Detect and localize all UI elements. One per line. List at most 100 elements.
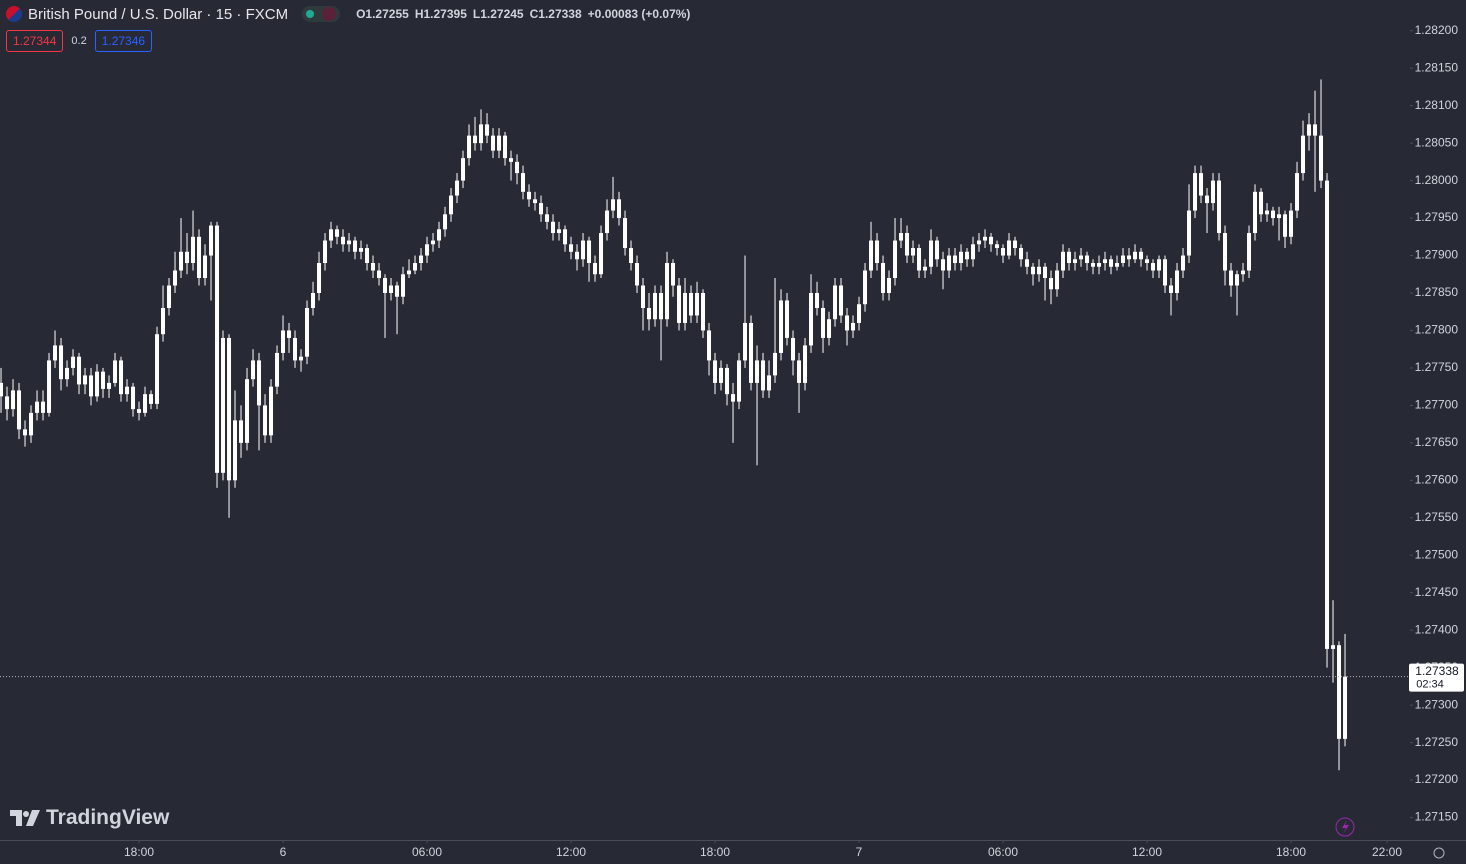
candle-body <box>839 285 844 316</box>
candle-body <box>791 337 796 361</box>
candle-body <box>905 233 910 256</box>
candle-body <box>401 274 406 297</box>
logo-mark <box>10 810 40 826</box>
candle-body <box>1313 124 1318 136</box>
candle-body <box>83 375 88 385</box>
candle-body <box>521 173 526 192</box>
candle-body <box>935 240 940 260</box>
y-tick-label: 1.27800 <box>1415 323 1459 337</box>
candle-body <box>449 195 454 215</box>
candle-body <box>1229 270 1234 286</box>
candle-body <box>971 244 976 260</box>
candle-body <box>611 199 616 211</box>
candle-body <box>815 292 820 308</box>
candle-body <box>353 240 358 252</box>
candle-body <box>347 240 352 245</box>
candle-body <box>1121 255 1126 264</box>
candle-body <box>563 229 568 245</box>
candle-body <box>977 240 982 245</box>
candle-body <box>1235 274 1240 286</box>
candle-body <box>1295 173 1300 211</box>
candle-body <box>797 360 802 383</box>
candle-body <box>575 251 580 260</box>
candle-body <box>773 352 778 376</box>
candle-body <box>35 401 40 413</box>
candle-body <box>197 236 202 279</box>
alert-icon[interactable] <box>1335 817 1355 837</box>
settings-icon[interactable] <box>1433 847 1445 859</box>
candle-body <box>881 263 886 293</box>
x-tick-label: 06:00 <box>988 845 1018 859</box>
candle-body <box>293 337 298 361</box>
candle-body <box>143 394 148 413</box>
candle-body <box>437 229 442 241</box>
symbol-title[interactable]: British Pound / U.S. Dollar · 15 · FXCM <box>28 5 289 23</box>
candle-body <box>1061 251 1066 271</box>
candle-body <box>1103 259 1108 264</box>
candle-body <box>647 307 652 320</box>
y-tick-label: 1.27450 <box>1415 585 1459 599</box>
market-status[interactable] <box>302 6 341 22</box>
candle-body <box>1271 210 1276 219</box>
y-tick-label: 1.27300 <box>1415 697 1459 711</box>
candle-body <box>239 420 244 443</box>
candle-body <box>557 229 562 234</box>
candle-body <box>1157 259 1162 271</box>
candle-body <box>695 292 700 316</box>
candle-body <box>1253 191 1258 234</box>
candles <box>0 79 1348 771</box>
candle-body <box>719 367 724 383</box>
candle-body <box>461 158 466 181</box>
sell-price[interactable]: 1.27344 <box>6 30 64 52</box>
candle-body <box>527 191 532 200</box>
candle-body <box>47 360 52 413</box>
candle-body <box>263 405 268 436</box>
logo[interactable]: TradingView <box>10 806 169 830</box>
candle-body <box>479 124 484 144</box>
ohlc-key: H <box>414 7 424 21</box>
y-tick-label: 1.27500 <box>1415 547 1459 561</box>
candle-body <box>533 199 538 204</box>
candle-body <box>635 263 640 286</box>
candle-body <box>323 240 328 264</box>
candle-body <box>587 240 592 264</box>
candle-body <box>1277 214 1282 219</box>
candle-body <box>677 285 682 323</box>
candle-body <box>1247 233 1252 271</box>
candle-body <box>959 251 964 264</box>
candle-body <box>203 255 208 279</box>
candle-body <box>989 236 994 245</box>
y-tick-label: 1.27200 <box>1415 772 1459 786</box>
candle-body <box>365 248 370 264</box>
ohlc-value: 1.27338 <box>538 7 582 21</box>
candle-body <box>737 360 742 402</box>
candle-body <box>383 278 388 293</box>
candle-body <box>503 135 508 159</box>
y-tick-label: 1.28100 <box>1415 98 1459 112</box>
candle-body <box>1169 285 1174 293</box>
candle-body <box>425 244 430 256</box>
candle-body <box>1193 173 1198 211</box>
candle-body <box>329 229 334 241</box>
candle-body <box>1301 135 1306 174</box>
y-tick-label: 1.28000 <box>1415 173 1459 187</box>
candle-body <box>833 285 838 320</box>
symbol-flag <box>6 6 22 22</box>
candle-body <box>455 180 460 196</box>
buy-price[interactable]: 1.27346 <box>94 30 153 52</box>
candle-body <box>1109 259 1114 267</box>
candle-body <box>875 240 880 264</box>
candle-body <box>1133 251 1138 260</box>
ohlc-key: O <box>356 7 366 21</box>
candle-body <box>1043 266 1048 279</box>
candle-body <box>113 360 118 383</box>
y-tick-label: 1.27750 <box>1415 360 1459 374</box>
ohlc-key: C <box>529 7 539 21</box>
candle-body <box>137 409 142 413</box>
y-tick-label: 1.27900 <box>1415 248 1459 262</box>
y-tick-label: 1.28150 <box>1415 60 1459 74</box>
candle-body <box>1091 263 1096 267</box>
candle-body <box>689 292 694 316</box>
candle-body <box>1055 270 1060 290</box>
candle-body <box>761 360 766 391</box>
